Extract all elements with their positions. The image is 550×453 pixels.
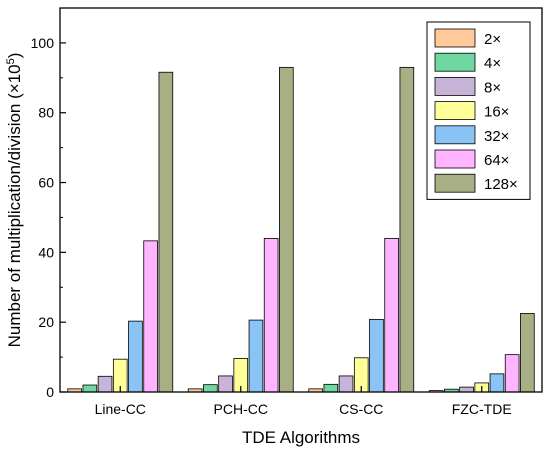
legend-label: 2× xyxy=(484,31,501,48)
legend-swatch xyxy=(434,28,476,48)
legend-label: 32× xyxy=(484,128,509,145)
legend-swatch xyxy=(434,173,476,193)
bar xyxy=(399,66,415,393)
bar xyxy=(143,240,158,393)
x-tick-label: FZC-TDE xyxy=(452,401,512,417)
bar xyxy=(158,71,174,393)
legend-swatch xyxy=(434,101,476,120)
x-tick-label: CS-CC xyxy=(339,401,383,417)
bar xyxy=(218,375,233,393)
bar xyxy=(489,373,505,393)
bar xyxy=(279,66,294,393)
y-axis-title: Number of multiplication/division (×105) xyxy=(5,53,24,348)
legend-swatch xyxy=(434,77,476,96)
bar xyxy=(203,384,218,393)
bar xyxy=(97,375,113,393)
bar xyxy=(384,237,399,393)
x-tick-label: Line-CC xyxy=(95,401,146,417)
y-tick-label: 60 xyxy=(38,175,54,191)
y-tick-label: 100 xyxy=(31,35,55,51)
legend-swatch xyxy=(434,125,476,145)
bar xyxy=(338,375,354,393)
x-axis-ticks: Line-CC PCH-CC CS-CC FZC-TDE xyxy=(95,386,512,417)
legend-label: 16× xyxy=(484,104,509,121)
legend: 2× 4× 8× 16× 32× 64× 128× xyxy=(426,21,531,200)
legend-swatch xyxy=(434,149,476,169)
bar xyxy=(323,383,339,393)
bar xyxy=(82,384,98,393)
y-tick-label: 0 xyxy=(46,384,54,400)
legend-label: 4× xyxy=(484,55,501,72)
y-tick-label: 40 xyxy=(38,244,54,260)
y-tick-label: 80 xyxy=(38,105,54,121)
bar xyxy=(128,320,143,393)
y-axis-title-close: ) xyxy=(5,53,24,59)
bar xyxy=(520,313,535,393)
legend-swatch xyxy=(434,52,476,72)
x-tick-label: PCH-CC xyxy=(214,401,268,417)
y-axis-ticks: 0 20 40 60 80 100 xyxy=(31,35,66,400)
bar xyxy=(504,354,520,393)
legend-label: 8× xyxy=(484,79,501,96)
bar xyxy=(248,319,264,393)
legend-label: 128× xyxy=(484,176,518,193)
legend-label: 64× xyxy=(484,152,509,169)
bar xyxy=(263,237,279,393)
plot-frame xyxy=(59,7,543,393)
bar xyxy=(369,318,384,393)
x-axis-title: TDE Algorithms xyxy=(242,428,360,447)
y-tick-label: 20 xyxy=(38,314,54,330)
bar xyxy=(459,386,474,393)
y-axis-title-exponent: 5 xyxy=(5,58,17,64)
y-axis-title-main: Number of multiplication/division (×10 xyxy=(5,64,24,347)
